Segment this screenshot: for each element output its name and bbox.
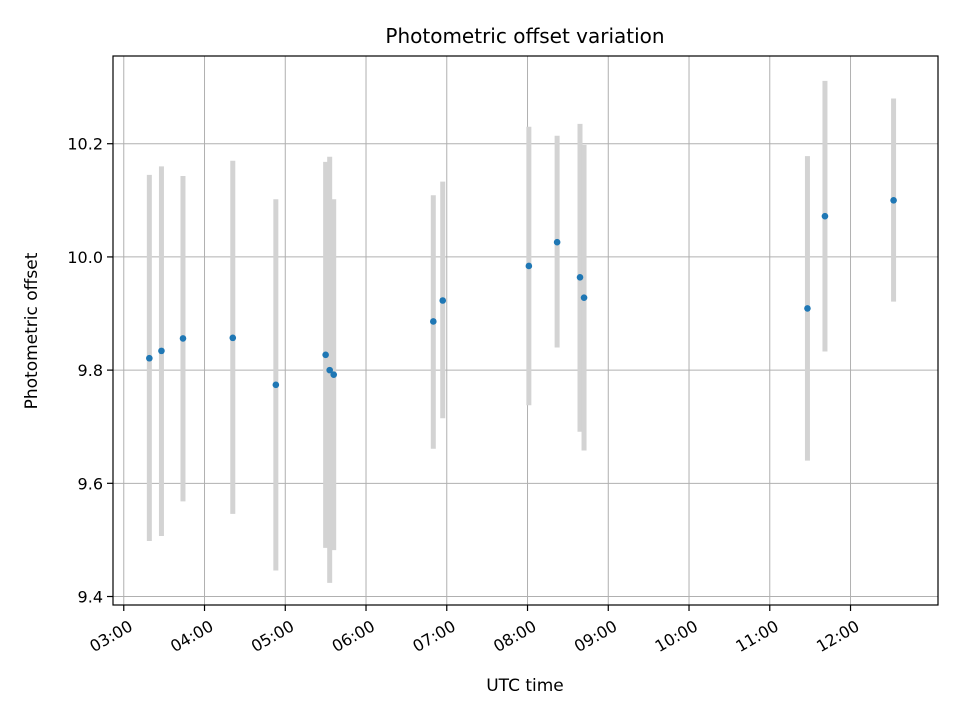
data-point <box>322 351 329 359</box>
plot-frame <box>112 55 939 606</box>
data-point <box>326 366 333 374</box>
data-point <box>179 335 187 342</box>
y-tick-label: 9.4 <box>78 588 103 607</box>
y-tick-label: 10.0 <box>67 248 103 267</box>
data-point <box>804 305 811 312</box>
data-point <box>525 262 533 270</box>
data-point <box>890 197 897 204</box>
chart-title: Photometric offset variation <box>385 24 664 48</box>
data-point <box>821 212 829 220</box>
data-point <box>272 381 280 389</box>
y-axis-label: Photometric offset <box>22 252 42 409</box>
data-point <box>330 371 338 378</box>
y-tick-label: 10.2 <box>67 135 103 154</box>
data-point <box>576 273 584 281</box>
data-point <box>580 294 588 301</box>
data-point <box>146 354 153 362</box>
plot-background <box>113 56 938 605</box>
data-point <box>158 347 165 355</box>
plot-area <box>112 55 939 606</box>
data-point <box>439 297 447 304</box>
y-tick-label: 9.8 <box>78 361 103 380</box>
data-point <box>229 334 237 342</box>
data-points <box>146 197 897 389</box>
y-axis: 9.4 9.6 9.8 10.0 10.2 <box>67 135 113 607</box>
data-point <box>430 318 437 325</box>
data-point <box>553 238 561 246</box>
x-axis-label: UTC time <box>486 676 564 696</box>
y-tick-label: 9.6 <box>78 474 103 493</box>
grid <box>113 56 938 605</box>
